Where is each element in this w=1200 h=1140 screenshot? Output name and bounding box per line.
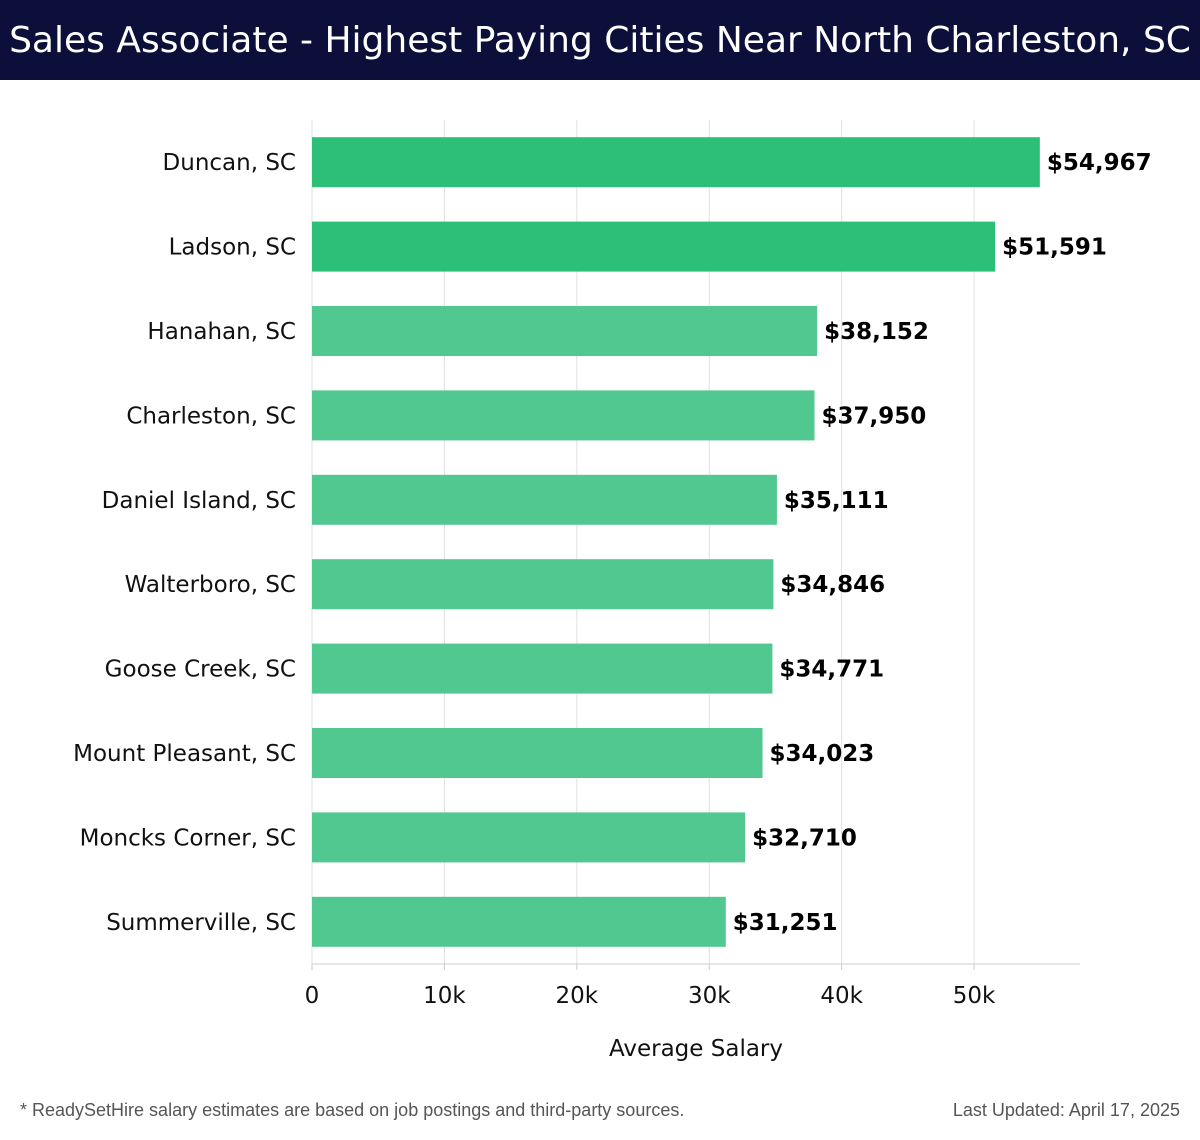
x-tick-label: 40k	[820, 983, 863, 1009]
data-label: $38,152	[824, 319, 929, 345]
category-label: Charleston, SC	[126, 403, 296, 429]
bar	[312, 559, 774, 610]
data-label: $31,251	[733, 910, 838, 936]
x-tick-label: 10k	[423, 983, 466, 1009]
x-tick-label: 0	[305, 983, 320, 1009]
data-label: $34,023	[770, 741, 875, 767]
footnote: * ReadySetHire salary estimates are base…	[20, 1100, 685, 1120]
data-label: $35,111	[784, 488, 889, 514]
category-label: Walterboro, SC	[125, 572, 296, 598]
bar	[312, 896, 726, 947]
bar	[312, 728, 763, 778]
category-label: Ladson, SC	[169, 235, 296, 261]
bar-chart: 0 10k 20k 30k 40k 50k Duncan, SC $54,967 Ladson,…	[73, 120, 1152, 1062]
x-tick-label: 50k	[953, 983, 996, 1009]
data-label: $32,710	[752, 825, 857, 851]
category-label: Summerville, SC	[106, 910, 296, 936]
chart-title: Sales Associate - Highest Paying Cities …	[9, 19, 1191, 61]
bar	[312, 390, 815, 441]
bar	[312, 306, 818, 356]
data-label: $54,967	[1047, 150, 1152, 176]
bar	[312, 221, 996, 272]
bar	[312, 137, 1040, 188]
category-label: Mount Pleasant, SC	[73, 741, 296, 767]
bar	[312, 643, 773, 694]
x-tick-label: 30k	[688, 983, 731, 1009]
data-label: $51,591	[1002, 235, 1107, 261]
last-updated: Last Updated: April 17, 2025	[952, 1100, 1180, 1120]
data-label: $37,950	[822, 403, 927, 429]
category-label: Duncan, SC	[163, 150, 296, 176]
data-label: $34,771	[779, 657, 884, 683]
header-bar: Sales Associate - Highest Paying Cities …	[0, 0, 1200, 80]
category-label: Goose Creek, SC	[105, 657, 296, 683]
data-label: $34,846	[780, 572, 885, 598]
x-tick-label: 20k	[556, 983, 599, 1009]
category-label: Moncks Corner, SC	[80, 825, 296, 851]
category-label: Hanahan, SC	[147, 319, 296, 345]
bar	[312, 474, 777, 525]
x-axis-title: Average Salary	[609, 1036, 783, 1062]
category-label: Daniel Island, SC	[102, 488, 296, 514]
bar	[312, 812, 746, 863]
